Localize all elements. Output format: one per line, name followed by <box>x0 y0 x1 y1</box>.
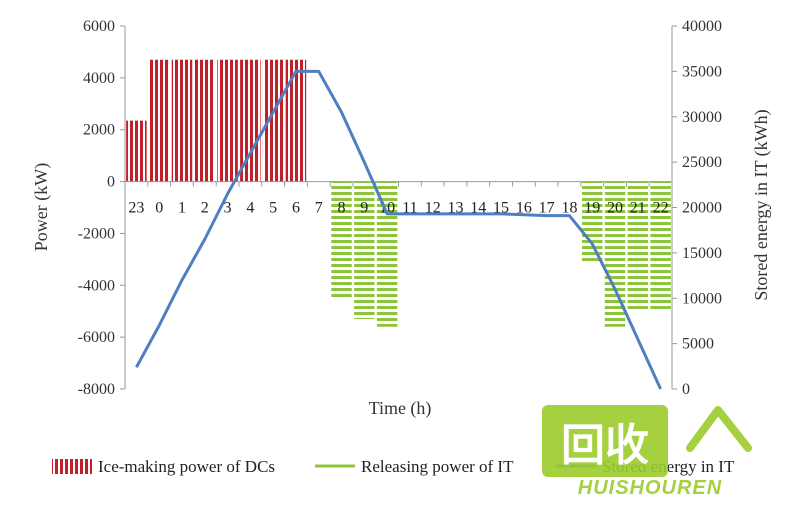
legend-swatch-ice-making <box>52 459 92 474</box>
bar-releasing-22 <box>650 181 671 312</box>
x-tick-label-7: 7 <box>315 200 323 217</box>
x-tick-label-8: 8 <box>338 200 346 217</box>
bar-ice-making-5 <box>262 59 284 182</box>
watermark-main-text: 回收 <box>561 421 649 470</box>
line-stored-energy <box>135 69 662 390</box>
y-left-tick-label: -8000 <box>78 381 115 398</box>
x-axis-title: Time (h) <box>369 398 432 419</box>
y-left-tick-label: 0 <box>107 174 115 191</box>
line-layer <box>135 69 662 390</box>
y-right-tick-label: 25000 <box>682 154 722 171</box>
y-right-tick-label: 30000 <box>682 109 722 126</box>
x-tick-label-12: 12 <box>425 200 441 217</box>
y-left-tick-label: 4000 <box>83 70 115 87</box>
y-right-tick-label: 35000 <box>682 63 722 80</box>
y-right-tick-label: 15000 <box>682 245 722 262</box>
x-tick-label-6: 6 <box>292 200 300 217</box>
y-left-tick-label: -6000 <box>78 329 115 346</box>
bar-ice-making-6 <box>285 59 307 182</box>
bar-ice-making-23 <box>126 120 147 182</box>
x-tick-label-0: 0 <box>155 200 163 217</box>
x-tick-label-23: 23 <box>128 200 144 217</box>
watermark-logo: 回收 HUISHOUREN <box>542 405 752 499</box>
bar-ice-making-0 <box>148 59 170 182</box>
bar-releasing-8 <box>331 181 352 299</box>
bar-releasing-21 <box>627 181 649 312</box>
y-right-tick-label: 20000 <box>682 200 722 217</box>
y-right-tick-label: 10000 <box>682 290 722 307</box>
x-tick-label-2: 2 <box>201 200 209 217</box>
bar-ice-making-4 <box>240 59 261 182</box>
y-axis-right-title: Stored energy in IT (kWh) <box>751 109 772 300</box>
y-left-tick-label: -4000 <box>78 277 115 294</box>
x-tick-label-17: 17 <box>539 200 555 217</box>
y-right-tick-label: 0 <box>682 381 690 398</box>
y-left-tick-label: 2000 <box>83 122 115 139</box>
bar-releasing-20 <box>604 181 626 327</box>
x-tick-label-20: 20 <box>607 200 623 217</box>
bar-releasing-19 <box>581 181 603 262</box>
y-right-tick-label: 5000 <box>682 336 714 353</box>
x-tick-label-21: 21 <box>630 200 646 217</box>
x-tick-label-4: 4 <box>246 200 254 217</box>
y-left-tick-label: 6000 <box>83 18 115 35</box>
bar-releasing-10 <box>376 181 398 327</box>
x-tick-label-18: 18 <box>561 200 577 217</box>
x-tick-label-22: 22 <box>653 200 669 217</box>
x-tick-label-19: 19 <box>584 200 600 217</box>
bar-ice-making-1 <box>171 59 193 182</box>
x-tick-label-3: 3 <box>224 200 232 217</box>
x-tick-label-5: 5 <box>269 200 277 217</box>
x-tick-label-14: 14 <box>470 200 486 217</box>
y-left-tick-label: -2000 <box>78 225 115 242</box>
x-tick-label-9: 9 <box>360 200 368 217</box>
watermark-sub-text: HUISHOUREN <box>578 477 722 499</box>
bar-releasing-9 <box>354 181 375 319</box>
x-tick-label-1: 1 <box>178 200 186 217</box>
x-tick-label-11: 11 <box>402 200 417 217</box>
legend-label-releasing: Releasing power of IT <box>361 457 514 476</box>
x-tick-label-15: 15 <box>493 200 509 217</box>
bar-ice-making-2 <box>194 59 216 182</box>
y-axis-left-title: Power (kW) <box>31 163 52 251</box>
x-tick-label-13: 13 <box>447 200 463 217</box>
ticks-layer: 6000400020000-2000-4000-6000-80004000035… <box>78 18 722 398</box>
bar-ice-making-3 <box>217 59 238 182</box>
x-tick-label-16: 16 <box>516 200 532 217</box>
legend-label-ice-making: Ice-making power of DCs <box>98 457 275 476</box>
y-right-tick-label: 40000 <box>682 18 722 35</box>
bars-layer <box>126 59 671 327</box>
